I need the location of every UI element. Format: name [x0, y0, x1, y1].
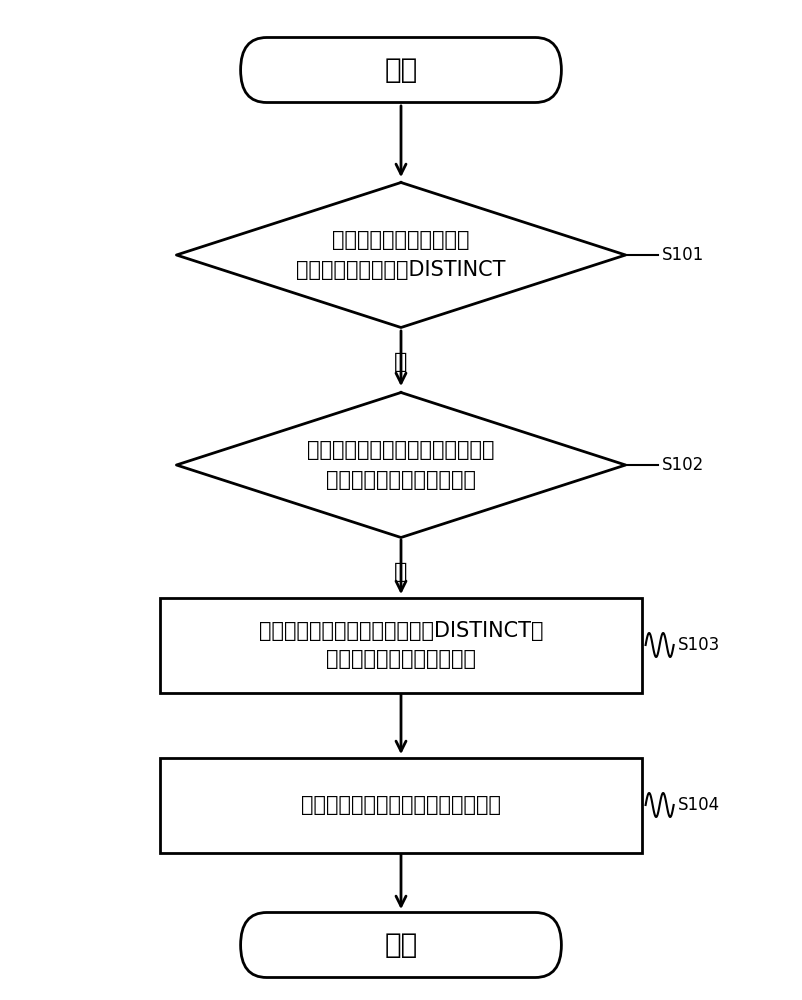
Text: 删除数据库查询语句中的关键词DISTINCT，
得到消除优化后的查询语句: 删除数据库查询语句中的关键词DISTINCT， 得到消除优化后的查询语句	[259, 621, 543, 669]
Text: S103: S103	[678, 636, 720, 654]
Polygon shape	[176, 182, 626, 328]
Text: 开始: 开始	[384, 56, 418, 84]
Polygon shape	[176, 392, 626, 538]
Text: S104: S104	[678, 796, 720, 814]
Text: 是: 是	[395, 562, 407, 582]
Text: S101: S101	[662, 246, 704, 264]
FancyBboxPatch shape	[241, 912, 561, 978]
Text: 按照消除优化后的查询语句执行查询: 按照消除优化后的查询语句执行查询	[301, 795, 501, 815]
Text: 数据库查询语句是否包含
去除重复値的关键词DISTINCT: 数据库查询语句是否包含 去除重复値的关键词DISTINCT	[296, 230, 506, 280]
Text: 结束: 结束	[384, 931, 418, 959]
Text: 数据库查询语句指定的数据表是否
全部满足预设的限定表规则: 数据库查询语句指定的数据表是否 全部满足预设的限定表规则	[307, 440, 495, 490]
Bar	[160, 597, 642, 692]
FancyBboxPatch shape	[241, 37, 561, 102]
Bar	[160, 758, 642, 852]
Text: S102: S102	[662, 456, 704, 474]
Text: 是: 是	[395, 352, 407, 372]
